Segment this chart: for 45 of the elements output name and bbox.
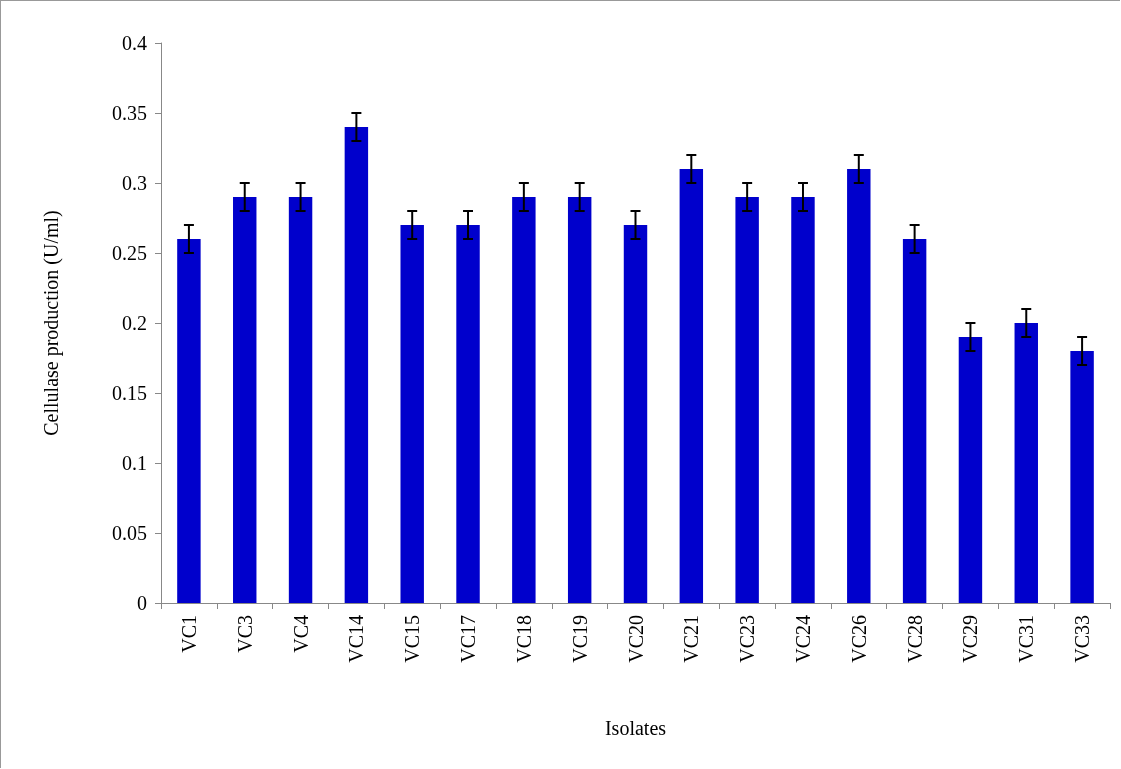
bar [344, 127, 369, 603]
x-tick-label: VC24 [791, 615, 814, 663]
y-tick-label: 0.35 [112, 102, 147, 124]
bar [958, 337, 983, 603]
y-axis-title: Cellulase production (U/ml) [40, 210, 63, 436]
bar [567, 197, 592, 603]
bar [735, 197, 759, 603]
x-tick-label: VC18 [512, 615, 535, 663]
y-tick-label: 0.3 [122, 172, 147, 194]
bar [177, 239, 201, 603]
x-tick-label: VC28 [903, 615, 926, 663]
x-tick-label: VC23 [736, 615, 759, 663]
x-tick-label: VC29 [959, 615, 982, 663]
bar [288, 197, 313, 603]
x-tick-label: VC17 [457, 615, 480, 663]
bar [512, 197, 536, 603]
bar [400, 225, 424, 603]
y-tick-label: 0.4 [122, 32, 147, 54]
y-tick-label: 0 [137, 592, 147, 614]
bar [847, 169, 871, 603]
bar [456, 225, 480, 603]
bar [1014, 323, 1038, 603]
x-tick-label: VC1 [177, 615, 200, 653]
y-tick-label: 0.05 [112, 522, 147, 544]
y-tick-label: 0.1 [122, 452, 147, 474]
x-tick-label: VC14 [345, 615, 368, 663]
x-tick-label: VC21 [680, 615, 703, 663]
x-tick-label: VC3 [233, 615, 256, 653]
y-tick-label: 0.15 [112, 382, 147, 404]
bar [233, 197, 257, 603]
x-tick-label: VC31 [1015, 615, 1038, 663]
bar [902, 239, 927, 603]
x-tick-label: VC15 [401, 615, 424, 663]
y-tick-label: 0.25 [112, 242, 147, 264]
x-tick-label: VC33 [1071, 615, 1094, 663]
x-axis-title: Isolates [604, 717, 667, 739]
x-tick-label: VC4 [289, 615, 312, 653]
bar [1070, 351, 1094, 603]
bar [623, 225, 648, 603]
bar [679, 169, 704, 603]
x-tick-label: VC20 [624, 615, 647, 663]
bar [791, 197, 815, 603]
y-tick-label: 0.2 [122, 312, 147, 334]
x-tick-label: VC19 [568, 615, 591, 663]
x-tick-label: VC26 [847, 615, 870, 663]
